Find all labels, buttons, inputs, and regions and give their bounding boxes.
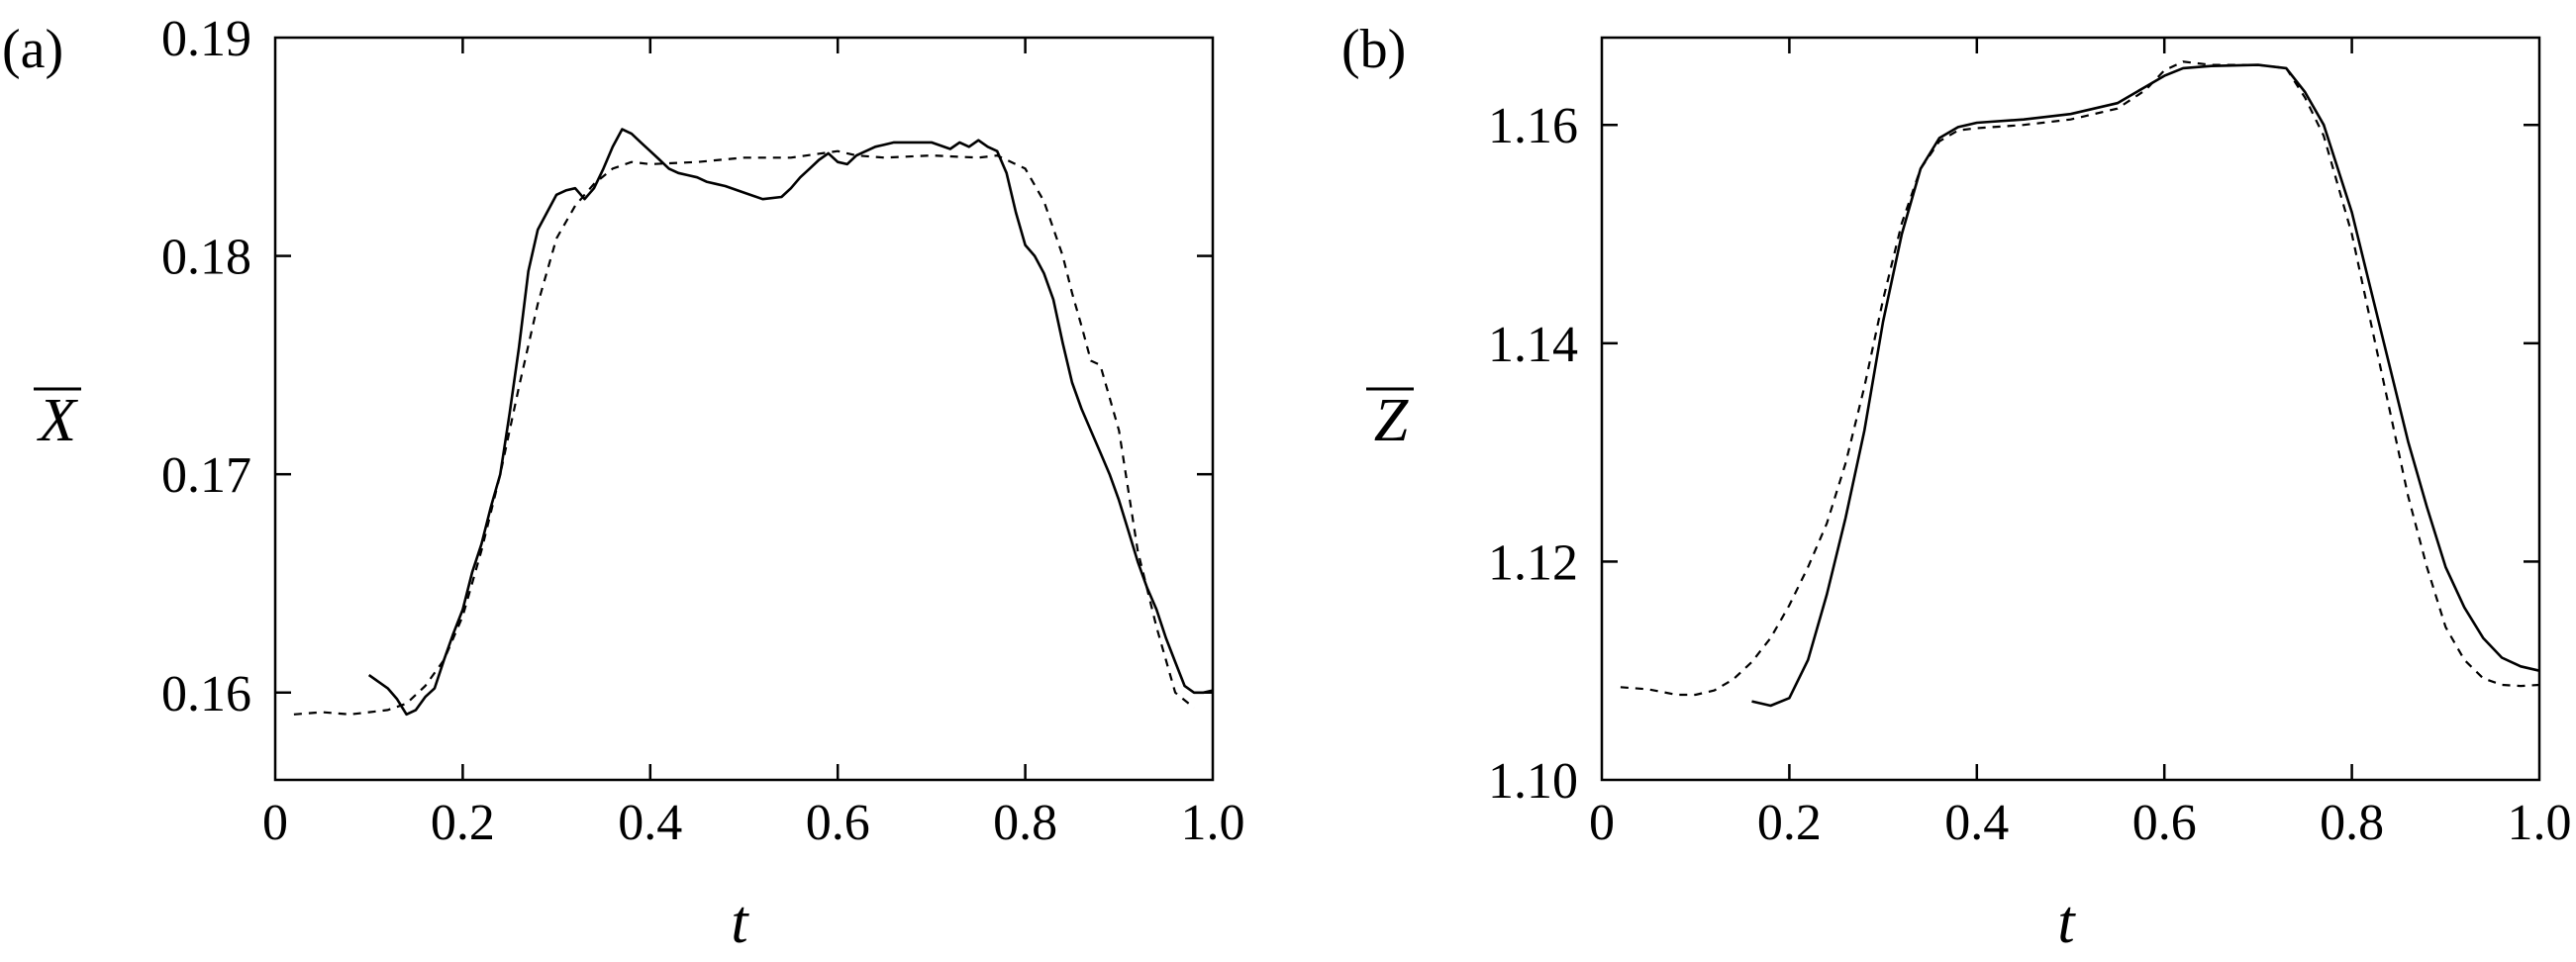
xlabel-a: t: [731, 889, 749, 956]
x-tick-label: 1.0: [1181, 795, 1245, 851]
y-tick-label: 1.14: [1488, 317, 1578, 373]
x-tick-label: 0.4: [1944, 795, 2009, 851]
panel-label-b: (b): [1341, 19, 1406, 80]
x-tick-label: 0: [262, 795, 288, 851]
x-tick-label: 1.0: [2508, 795, 2572, 851]
series-line-dashed: [1620, 60, 2540, 697]
y-tick-label: 0.19: [161, 11, 251, 67]
xlabel-b: t: [2057, 889, 2076, 956]
x-tick-label: 0.6: [2132, 795, 2197, 851]
ylabel-a: X: [36, 387, 78, 454]
x-tick-label: 0.8: [2320, 795, 2384, 851]
panel-a: (a) X t 0 0.2 0.4 0.6 0.8 1.0 0.16 0.17 0.18 0.19: [2, 11, 1245, 956]
series-line-solid: [1751, 63, 2540, 708]
plot-frame: [1600, 36, 2541, 782]
ylabel-b: Z: [1374, 387, 1409, 454]
x-tick-label: 0.6: [806, 795, 870, 851]
panel-label-a: (a): [2, 19, 63, 80]
y-tick-label: 0.17: [161, 447, 251, 504]
y-tick-label: 0.16: [161, 666, 251, 722]
plot-frame: [273, 36, 1215, 782]
plot-area-a: 0 0.2 0.4 0.6 0.8 1.0 0.16 0.17 0.18 0.19: [161, 11, 1245, 851]
plot-area-b: 0 0.2 0.4 0.6 0.8 1.0 1.10 1.12 1.14 1.16: [1488, 36, 2572, 851]
y-tick-label: 1.12: [1488, 534, 1578, 591]
series-line-solid: [367, 128, 1214, 717]
series-line-dashed: [293, 149, 1195, 716]
y-tick-label: 0.18: [161, 230, 251, 286]
y-tick-label: 1.10: [1488, 753, 1578, 810]
x-tick-label: 0.2: [431, 795, 495, 851]
x-tick-label: 0: [1589, 795, 1615, 851]
panel-b: (b) Z t 0 0.2 0.4 0.6 0.8 1.0 1.10 1.12 1.14 1.16: [1341, 19, 2572, 956]
x-tick-label: 0.4: [618, 795, 682, 851]
x-tick-label: 0.8: [993, 795, 1057, 851]
x-tick-label: 0.2: [1757, 795, 1822, 851]
y-tick-label: 1.16: [1488, 98, 1578, 154]
